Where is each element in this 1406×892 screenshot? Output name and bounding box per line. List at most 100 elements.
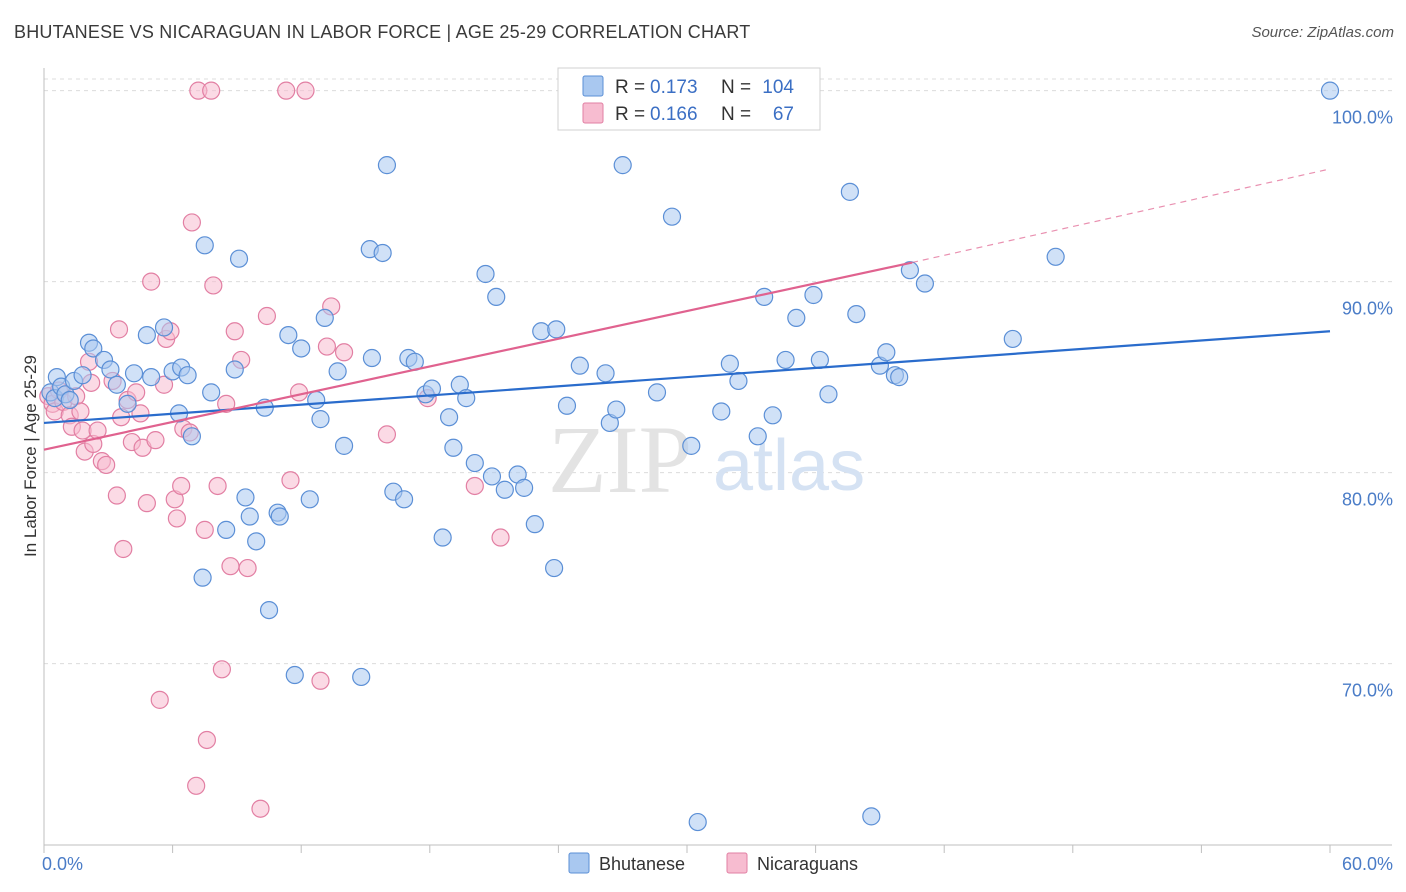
bhutanese-point-12 [107, 375, 126, 394]
bhutanese-point-82 [712, 402, 731, 421]
bhutanese-point-87 [763, 406, 782, 425]
bhutanese-point-31 [247, 532, 266, 551]
bhutanese-point-92 [819, 385, 838, 404]
bhutanese-point-13 [118, 394, 137, 413]
bhutanese-point-73 [570, 356, 589, 375]
bhutanese-point-15 [137, 325, 156, 345]
nicaraguans-point-16 [97, 455, 116, 475]
nicaraguans-point-30 [150, 690, 169, 709]
nicaraguans-point-39 [182, 213, 201, 232]
nicaraguans-point-58 [296, 81, 315, 100]
trend-lines [43, 168, 1331, 451]
bhutanese-point-103 [1046, 247, 1065, 266]
bottom-legend-swatch-bhutanese [568, 852, 590, 874]
bhutanese-point-102 [1003, 329, 1022, 349]
bhutanese-point-74 [596, 364, 615, 383]
bottom-legend-bhutanese: Bhutanese [599, 854, 685, 874]
watermark-zip: ZIP [548, 406, 692, 513]
bhutanese-trend-line [43, 330, 1331, 425]
nicaraguans-point-43 [197, 730, 216, 750]
bhutanese-point-38 [292, 339, 311, 358]
nicaraguans-point-53 [251, 799, 270, 818]
nicaraguans-point-60 [317, 337, 337, 356]
nicaraguans-point-65 [465, 476, 484, 496]
bhutanese-point-21 [178, 366, 197, 385]
bhutanese-point-56 [433, 528, 452, 547]
bhutanese-point-88 [776, 350, 795, 370]
bhutanese-point-89 [787, 308, 806, 328]
bhutanese-point-99 [890, 368, 909, 387]
stats-legend: R = 0.173 N = 104 R = 0.166 N = 67 [557, 67, 821, 131]
bhutanese-point-104 [1320, 81, 1340, 100]
watermark: ZIP atlas [548, 406, 865, 513]
bhutanese-point-24 [195, 236, 214, 255]
y-tick-label-100: 100.0% [1332, 108, 1393, 128]
bhutanese-point-11 [101, 360, 120, 379]
nicaraguans-point-25 [131, 404, 150, 423]
bhutanese-point-16 [142, 368, 161, 387]
bhutanese-point-81 [688, 812, 707, 832]
nicaraguans-point-29 [146, 431, 165, 450]
legend-n-value-2: 67 [773, 104, 794, 125]
bhutanese-point-64 [487, 287, 506, 306]
bhutanese-point-26 [217, 520, 236, 539]
nicaraguans-point-19 [109, 320, 129, 339]
bhutanese-point-35 [270, 507, 289, 526]
nicaraguans-point-18 [107, 486, 126, 505]
bhutanese-point-17 [154, 318, 174, 337]
bhutanese-point-90 [804, 285, 823, 305]
legend-r-label-1: R = [615, 77, 645, 98]
nicaraguans-point-59 [311, 671, 330, 690]
bhutanese-point-41 [311, 410, 330, 429]
bhutanese-point-23 [193, 568, 212, 587]
nicaraguans-point-36 [172, 476, 191, 496]
bhutanese-point-43 [328, 362, 347, 381]
watermark-atlas: atlas [713, 426, 865, 506]
bhutanese-point-55 [422, 379, 442, 398]
nicaraguans-trend-line [43, 261, 913, 451]
nicaraguans-point-47 [212, 660, 231, 679]
bhutanese-point-78 [647, 383, 667, 402]
nicaraguans-trend-extension [911, 168, 1331, 264]
bhutanese-point-62 [476, 264, 495, 284]
y-tick-label-90: 90.0% [1342, 299, 1393, 319]
legend-r-value-1: 0.173 [650, 77, 698, 98]
bhutanese-point-45 [352, 667, 371, 687]
bhutanese-points [41, 81, 1340, 832]
bhutanese-point-65 [495, 480, 514, 499]
nicaraguans-point-45 [204, 276, 223, 295]
legend-swatch-bhutanese [582, 75, 604, 97]
bhutanese-point-68 [525, 515, 544, 534]
bhutanese-point-9 [84, 339, 103, 358]
bhutanese-point-91 [810, 350, 829, 370]
bhutanese-point-57 [439, 408, 459, 427]
x-tick-label-max: 60.0% [1342, 854, 1393, 874]
bottom-legend-swatch-nicaraguans [726, 852, 748, 874]
bhutanese-point-67 [515, 478, 534, 497]
bhutanese-point-47 [362, 348, 382, 368]
nicaraguans-point-44 [202, 81, 221, 100]
bhutanese-point-71 [547, 320, 566, 339]
nicaraguans-points [39, 81, 510, 818]
bhutanese-point-72 [557, 396, 577, 415]
nicaraguans-point-66 [491, 528, 510, 547]
y-axis-title: In Labor Force | Age 25-29 [21, 355, 40, 557]
y-tick-label-70: 70.0% [1342, 681, 1393, 701]
bhutanese-point-27 [225, 360, 244, 379]
nicaraguans-point-21 [114, 539, 133, 559]
legend-n-label-1: N = [721, 77, 751, 98]
bhutanese-point-49 [377, 156, 397, 175]
bhutanese-point-58 [444, 438, 463, 457]
bhutanese-point-79 [662, 207, 682, 226]
legend-swatch-nicaraguans [582, 102, 604, 124]
bhutanese-point-30 [240, 507, 259, 526]
nicaraguans-point-27 [137, 494, 156, 513]
legend-r-value-2: 0.166 [650, 104, 698, 125]
source-label: Source: ZipAtlas.com [1251, 24, 1394, 41]
bhutanese-point-33 [259, 600, 279, 620]
nicaraguans-point-35 [167, 509, 186, 528]
bhutanese-point-28 [229, 249, 249, 268]
bhutanese-point-85 [748, 427, 767, 446]
nicaraguans-point-42 [195, 520, 214, 539]
bhutanese-point-37 [285, 665, 304, 685]
